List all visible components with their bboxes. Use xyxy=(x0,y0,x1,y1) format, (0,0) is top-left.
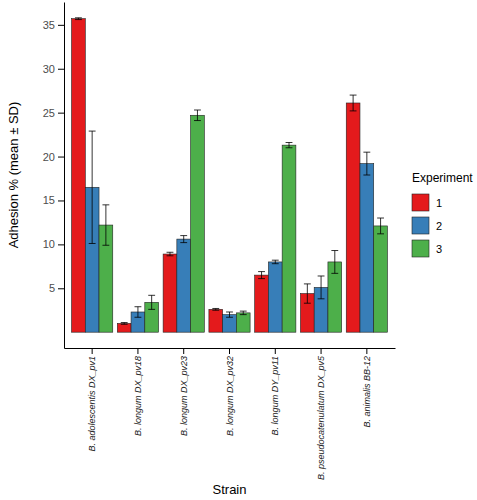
y-tick: 35 xyxy=(43,19,64,31)
bar xyxy=(191,115,205,332)
x-tick-label: B. longum DY_pv11 xyxy=(270,356,280,435)
y-tick: 25 xyxy=(43,107,64,119)
bar xyxy=(72,19,86,333)
legend-key xyxy=(412,194,429,211)
x-tick-mark xyxy=(92,348,93,354)
error-bar xyxy=(89,131,96,243)
x-tick-label: B. longum DX_pv23 xyxy=(179,356,189,436)
error-bar xyxy=(135,307,142,318)
x-tick-mark xyxy=(137,348,138,354)
error-bar xyxy=(377,218,384,234)
legend-label: 1 xyxy=(436,197,442,209)
x-tick: B. adolescentis DX_pv1 xyxy=(87,348,97,452)
bar xyxy=(163,254,177,332)
y-tick-label: 20 xyxy=(43,151,55,163)
bar xyxy=(177,239,191,332)
chart: 5 10 15 20 25 30 35 B. adolescentis DX_pv1 B. lo… xyxy=(0,0,477,500)
bar xyxy=(268,262,282,332)
x-tick-mark xyxy=(366,348,367,354)
error-bar xyxy=(102,205,109,245)
legend-key xyxy=(412,240,429,257)
y-tick-label: 25 xyxy=(43,107,55,119)
y-tick-mark xyxy=(58,69,64,70)
x-tick-label: B. longum DX_pv18 xyxy=(133,356,143,436)
y-tick: 15 xyxy=(43,194,64,206)
legend-label: 3 xyxy=(436,243,442,255)
y-axis-line xyxy=(64,3,65,349)
x-tick: B. animalis BB-12 xyxy=(362,348,372,428)
bar xyxy=(117,323,131,332)
x-tick-label: B. animalis BB-12 xyxy=(362,356,372,428)
y-tick-label: 30 xyxy=(43,63,55,75)
x-tick-mark xyxy=(321,348,322,354)
bar xyxy=(360,164,374,333)
bar xyxy=(236,313,250,332)
y-tick: 10 xyxy=(43,238,64,250)
x-tick-mark xyxy=(229,348,230,354)
error-bar xyxy=(318,276,325,299)
x-tick: B. pseudocatenulatum DX_pv5 xyxy=(316,348,326,480)
error-bar xyxy=(363,152,370,175)
series xyxy=(99,110,387,332)
x-tick-mark xyxy=(275,348,276,354)
x-tick: B. longum DX_pv32 xyxy=(225,348,235,436)
y-tick-label: 5 xyxy=(49,282,55,294)
error-bar xyxy=(167,252,174,256)
y-tick-mark xyxy=(58,288,64,289)
series xyxy=(72,18,360,332)
error-bar xyxy=(194,110,201,121)
x-tick: B. longum DX_pv18 xyxy=(133,348,143,436)
x-axis-title: Strain xyxy=(213,482,247,497)
y-tick-label: 35 xyxy=(43,19,55,31)
legend-title: Experiment xyxy=(412,171,473,185)
bar xyxy=(374,226,388,332)
y-axis-title: Adhesion % (mean ± SD) xyxy=(6,102,21,249)
x-tick-label: B. longum DX_pv32 xyxy=(225,356,235,436)
error-bar xyxy=(148,295,155,309)
plot-area xyxy=(72,18,388,332)
error-bar xyxy=(350,95,357,111)
series xyxy=(85,131,373,332)
y-tick-label: 15 xyxy=(43,194,55,206)
error-bar xyxy=(75,18,82,20)
error-bar xyxy=(331,251,338,274)
y-tick-mark xyxy=(58,157,64,158)
bar xyxy=(209,309,223,332)
legend-label: 2 xyxy=(436,220,442,232)
bar xyxy=(346,103,360,332)
error-bar xyxy=(304,284,311,303)
error-bar xyxy=(240,311,247,315)
y-tick: 30 xyxy=(43,63,64,75)
bar xyxy=(255,275,269,332)
x-tick-mark xyxy=(183,348,184,354)
error-bar xyxy=(121,323,128,325)
x-tick: B. longum DY_pv11 xyxy=(270,348,280,435)
y-tick: 20 xyxy=(43,151,64,163)
y-tick-mark xyxy=(58,25,64,26)
legend-key xyxy=(412,217,429,234)
x-axis: B. adolescentis DX_pv1 B. longum DX_pv18 B… xyxy=(65,348,396,480)
y-tick-mark xyxy=(58,244,64,245)
error-bar xyxy=(272,260,279,264)
error-bar xyxy=(180,236,187,243)
y-tick-mark xyxy=(58,200,64,201)
error-bar xyxy=(258,272,265,279)
x-tick-label: B. adolescentis DX_pv1 xyxy=(87,356,97,452)
error-bar xyxy=(212,308,219,310)
bar xyxy=(282,145,296,332)
y-axis: 5 10 15 20 25 30 35 xyxy=(43,3,65,349)
legend: Experiment 1 2 3 xyxy=(412,171,473,257)
error-bar xyxy=(226,312,233,317)
x-tick: B. longum DX_pv23 xyxy=(179,348,189,436)
y-tick: 5 xyxy=(49,282,64,294)
error-bar xyxy=(286,143,293,148)
y-tick-label: 10 xyxy=(43,238,55,250)
x-tick-label: B. pseudocatenulatum DX_pv5 xyxy=(316,355,326,480)
y-tick-mark xyxy=(58,113,64,114)
